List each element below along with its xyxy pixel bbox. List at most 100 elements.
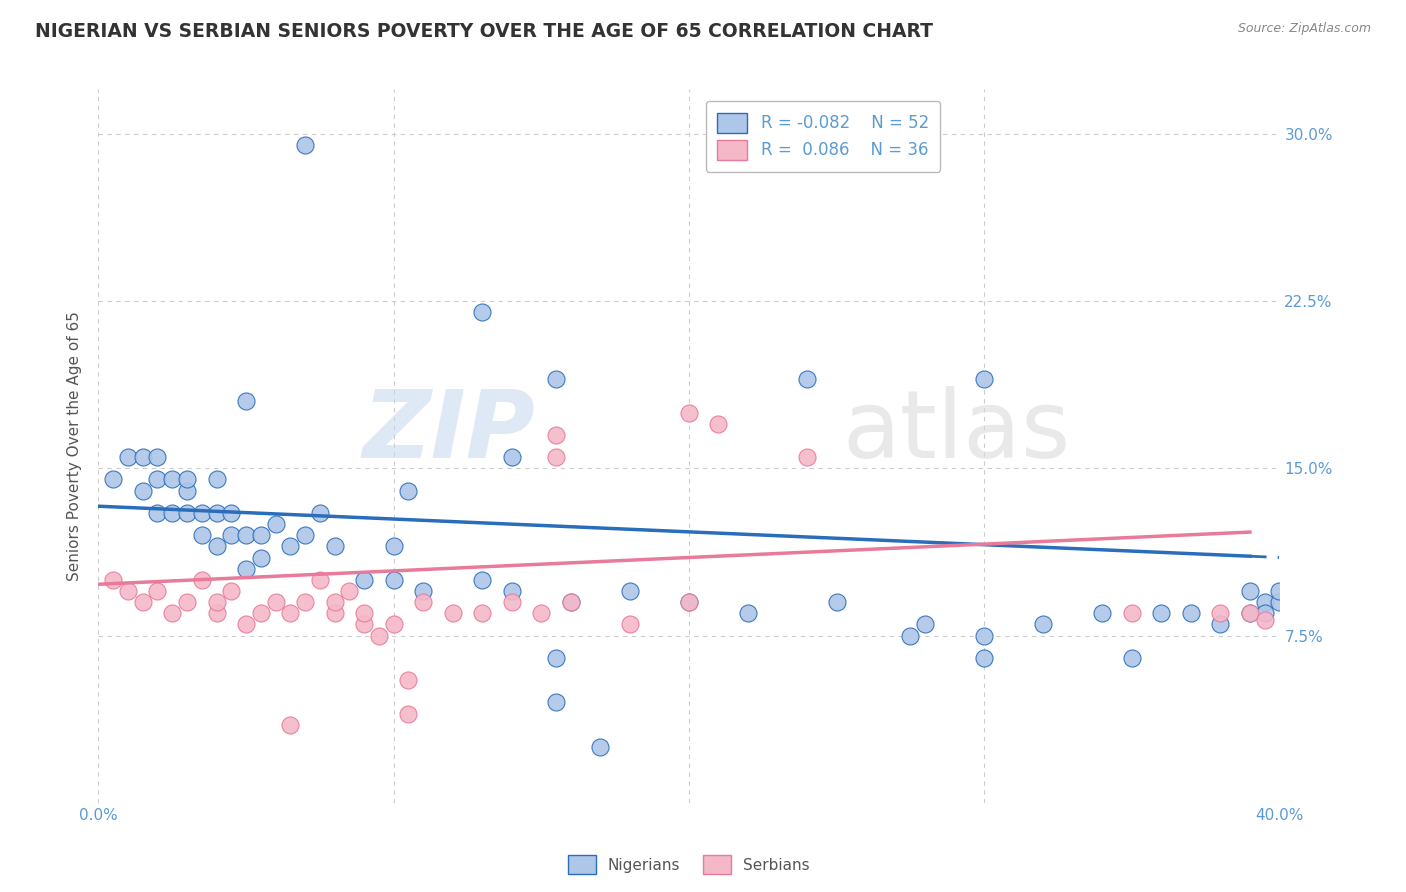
Point <box>678 595 700 609</box>
Point <box>176 483 198 498</box>
Point <box>546 696 568 710</box>
Point <box>235 617 257 632</box>
Point <box>250 607 273 621</box>
Point <box>530 607 553 621</box>
Point <box>796 372 818 386</box>
Point <box>146 473 169 487</box>
Point <box>353 607 375 621</box>
Point <box>323 607 346 621</box>
Point <box>191 528 214 542</box>
Text: ZIP: ZIP <box>363 385 536 478</box>
Point <box>146 506 169 520</box>
Point <box>117 583 139 598</box>
Point <box>382 539 405 553</box>
Point <box>973 651 995 665</box>
Point <box>294 138 316 153</box>
Point <box>546 372 568 386</box>
Point <box>619 583 641 598</box>
Point <box>546 651 568 665</box>
Y-axis label: Seniors Poverty Over the Age of 65: Seniors Poverty Over the Age of 65 <box>67 311 83 581</box>
Point <box>1180 607 1202 621</box>
Point <box>323 539 346 553</box>
Point <box>353 573 375 587</box>
Point <box>191 506 214 520</box>
Point <box>1209 607 1232 621</box>
Point <box>176 506 198 520</box>
Point <box>1254 595 1277 609</box>
Point <box>560 595 582 609</box>
Legend: R = -0.082    N = 52, R =  0.086    N = 36: R = -0.082 N = 52, R = 0.086 N = 36 <box>706 101 941 172</box>
Point <box>546 427 568 442</box>
Point <box>382 573 405 587</box>
Point <box>219 528 242 542</box>
Point <box>678 405 700 420</box>
Point <box>501 595 523 609</box>
Point <box>1239 607 1261 621</box>
Point <box>619 617 641 632</box>
Point <box>176 595 198 609</box>
Point <box>412 583 434 598</box>
Point <box>396 673 419 687</box>
Point <box>205 473 228 487</box>
Point <box>1150 607 1173 621</box>
Text: atlas: atlas <box>842 385 1071 478</box>
Point <box>707 417 730 431</box>
Point <box>103 473 125 487</box>
Point <box>900 628 922 642</box>
Point <box>264 595 287 609</box>
Text: Source: ZipAtlas.com: Source: ZipAtlas.com <box>1237 22 1371 36</box>
Point <box>162 506 183 520</box>
Point <box>264 517 287 532</box>
Point <box>278 717 302 731</box>
Point <box>309 506 332 520</box>
Point <box>132 483 155 498</box>
Point <box>914 617 936 632</box>
Point <box>1268 583 1291 598</box>
Point <box>1254 607 1277 621</box>
Point <box>294 595 316 609</box>
Point <box>1239 583 1261 598</box>
Point <box>678 595 700 609</box>
Point <box>1032 617 1054 632</box>
Point <box>737 607 759 621</box>
Point <box>589 740 612 755</box>
Point <box>382 617 405 632</box>
Point <box>339 583 360 598</box>
Point <box>353 617 375 632</box>
Point <box>146 450 169 465</box>
Point <box>501 583 523 598</box>
Point <box>1209 617 1232 632</box>
Point <box>796 450 818 465</box>
Point <box>309 573 332 587</box>
Point <box>471 305 494 319</box>
Point <box>1268 595 1291 609</box>
Point <box>546 450 568 465</box>
Point <box>205 506 228 520</box>
Point <box>132 595 155 609</box>
Text: NIGERIAN VS SERBIAN SENIORS POVERTY OVER THE AGE OF 65 CORRELATION CHART: NIGERIAN VS SERBIAN SENIORS POVERTY OVER… <box>35 22 934 41</box>
Point <box>146 583 169 598</box>
Legend: Nigerians, Serbians: Nigerians, Serbians <box>562 849 815 880</box>
Point <box>412 595 434 609</box>
Point <box>205 595 228 609</box>
Point <box>368 628 391 642</box>
Point <box>1121 607 1143 621</box>
Point <box>219 583 242 598</box>
Point <box>278 539 302 553</box>
Point <box>396 483 419 498</box>
Point <box>1091 607 1114 621</box>
Point <box>162 473 183 487</box>
Point <box>191 573 214 587</box>
Point <box>250 550 273 565</box>
Point <box>235 528 257 542</box>
Point <box>294 528 316 542</box>
Point <box>117 450 139 465</box>
Point <box>1239 607 1261 621</box>
Point <box>501 450 523 465</box>
Point <box>219 506 242 520</box>
Point <box>205 539 228 553</box>
Point <box>973 628 995 642</box>
Point <box>205 607 228 621</box>
Point <box>278 607 302 621</box>
Point <box>471 607 494 621</box>
